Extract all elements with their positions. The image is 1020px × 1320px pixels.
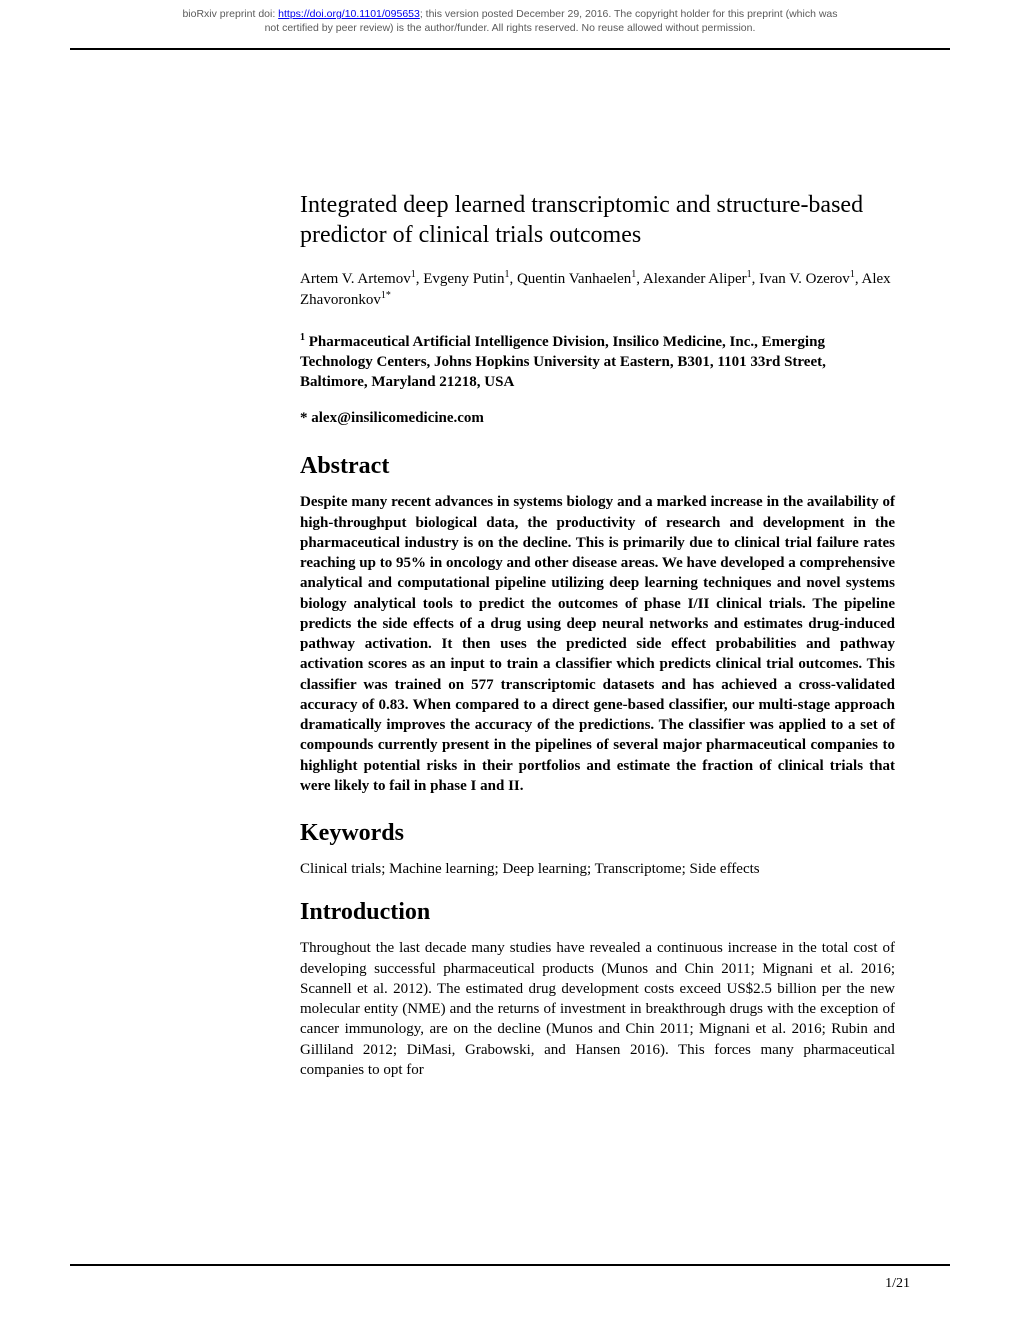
paper-content: Integrated deep learned transcriptomic a… bbox=[300, 190, 895, 1100]
introduction-body: Throughout the last decade many studies … bbox=[300, 938, 895, 1080]
affiliation: 1 Pharmaceutical Artificial Intelligence… bbox=[300, 331, 895, 393]
keywords-heading: Keywords bbox=[300, 820, 895, 847]
keywords-body: Clinical trials; Machine learning; Deep … bbox=[300, 859, 895, 879]
author-list: Artem V. Artemov1, Evgeny Putin1, Quenti… bbox=[300, 268, 895, 311]
doi-link[interactable]: https://doi.org/10.1101/095653 bbox=[278, 8, 420, 20]
banner-line2: not certified by peer review) is the aut… bbox=[265, 22, 756, 34]
banner-prefix: bioRxiv preprint doi: bbox=[182, 8, 278, 20]
introduction-heading: Introduction bbox=[300, 899, 895, 926]
paper-title: Integrated deep learned transcriptomic a… bbox=[300, 190, 895, 250]
abstract-body: Despite many recent advances in systems … bbox=[300, 492, 895, 796]
corresponding-author: * alex@insilicomedicine.com bbox=[300, 410, 895, 427]
banner-suffix1: ; this version posted December 29, 2016.… bbox=[420, 8, 838, 20]
preprint-banner: bioRxiv preprint doi: https://doi.org/10… bbox=[0, 8, 1020, 35]
affiliation-text: Pharmaceutical Artificial Intelligence D… bbox=[300, 334, 826, 391]
page-number: 1/21 bbox=[885, 1276, 910, 1292]
bottom-rule bbox=[70, 1264, 950, 1266]
abstract-heading: Abstract bbox=[300, 453, 895, 480]
top-rule bbox=[70, 48, 950, 50]
